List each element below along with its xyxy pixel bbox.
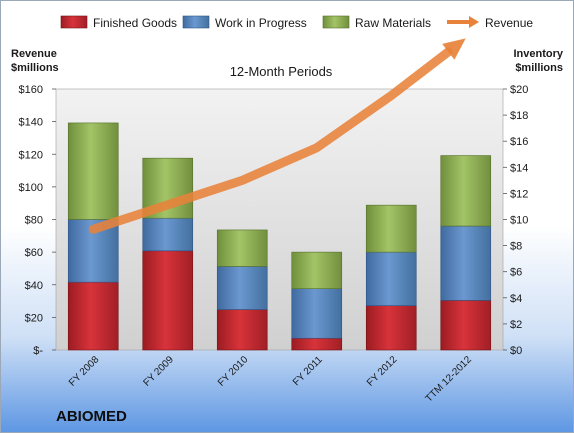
revenue-line-path [88, 47, 453, 234]
category-label-fy-2008: FY 2008 [67, 354, 102, 389]
left-tick-label: $160 [19, 84, 43, 96]
bar-finished-goods-fy-2008 [67, 281, 119, 351]
revenue-line [88, 38, 466, 234]
legend-swatch-finished-goods [60, 15, 88, 29]
legend-swatch-revenue-arrowhead [469, 16, 479, 28]
legend-label-raw-materials: Raw Materials [355, 16, 431, 30]
right-tick-label: $0 [510, 345, 522, 357]
left-tick-label: $80 [25, 215, 43, 227]
bar-finished-goods-ttm-12-2012 [440, 300, 492, 351]
bar-finished-goods-fy-2011 [291, 337, 343, 351]
bar-work-in-progress-fy-2012 [365, 251, 417, 306]
legend-label-finished-goods: Finished Goods [93, 16, 177, 30]
category-label-ttm-12-2012: TTM 12-2012 [424, 354, 475, 405]
right-tick-label: $20 [510, 84, 528, 96]
bar-raw-materials-fy-2011 [291, 251, 343, 289]
right-axis: $0 $2 $4 $6 $8 $10 $12 $14 $16 $18 $20 [503, 84, 528, 357]
revenue-line-arrowhead [442, 38, 466, 60]
left-tick-label: $- [33, 345, 43, 357]
left-tick-label: $120 [19, 149, 43, 161]
right-tick-label: $18 [510, 110, 528, 122]
right-tick-label: $12 [510, 188, 528, 200]
legend-swatch-raw-materials [322, 15, 350, 29]
category-label-fy-2012: FY 2012 [365, 354, 400, 389]
bar-raw-materials-fy-2008 [67, 122, 119, 220]
left-axis-title-line1: Revenue [11, 48, 57, 60]
bar-finished-goods-fy-2012 [365, 305, 417, 351]
left-tick-label: $40 [25, 280, 43, 292]
bar-work-in-progress-fy-2011 [291, 288, 343, 339]
right-tick-label: $4 [510, 293, 522, 305]
right-axis-title-line2: $millions [515, 62, 563, 74]
left-axis-title-line2: $millions [11, 62, 59, 74]
bars [67, 122, 492, 351]
right-tick-label: $16 [510, 136, 528, 148]
legend-swatch-work-in-progress [182, 15, 210, 29]
bar-raw-materials-ttm-12-2012 [440, 155, 492, 227]
left-tick-label: $60 [25, 247, 43, 259]
category-label-fy-2009: FY 2009 [141, 354, 176, 389]
right-tick-label: $8 [510, 241, 522, 253]
left-tick-label: $20 [25, 312, 43, 324]
bar-finished-goods-fy-2009 [142, 250, 194, 351]
category-label-fy-2010: FY 2010 [216, 354, 251, 389]
bar-work-in-progress-fy-2010 [216, 266, 268, 310]
legend: Finished Goods Work in Progress Raw Mate… [60, 15, 533, 30]
right-tick-label: $2 [510, 319, 522, 331]
bar-raw-materials-fy-2010 [216, 229, 268, 267]
bar-finished-goods-fy-2010 [216, 309, 268, 351]
legend-label-work-in-progress: Work in Progress [215, 16, 307, 30]
bar-raw-materials-fy-2012 [365, 204, 417, 253]
right-tick-label: $6 [510, 267, 522, 279]
right-axis-title-line1: Inventory [513, 48, 563, 60]
bar-work-in-progress-ttm-12-2012 [440, 225, 492, 301]
right-tick-label: $10 [510, 215, 528, 227]
category-label-fy-2011: FY 2011 [291, 354, 325, 388]
left-axis: $- $20 $40 $60 $80 $100 $120 $140 $160 [19, 84, 56, 357]
bar-work-in-progress-fy-2009 [142, 217, 194, 252]
right-tick-label: $14 [510, 162, 528, 174]
chart-title: 12-Month Periods [230, 64, 333, 79]
category-axis: FY 2008 FY 2009 FY 2010 FY 2011 FY 2012 TTM 1… [67, 354, 474, 405]
company-name: ABIOMED [56, 408, 127, 425]
left-tick-label: $140 [19, 117, 43, 129]
left-tick-label: $100 [19, 182, 43, 194]
legend-label-revenue: Revenue [485, 16, 533, 30]
